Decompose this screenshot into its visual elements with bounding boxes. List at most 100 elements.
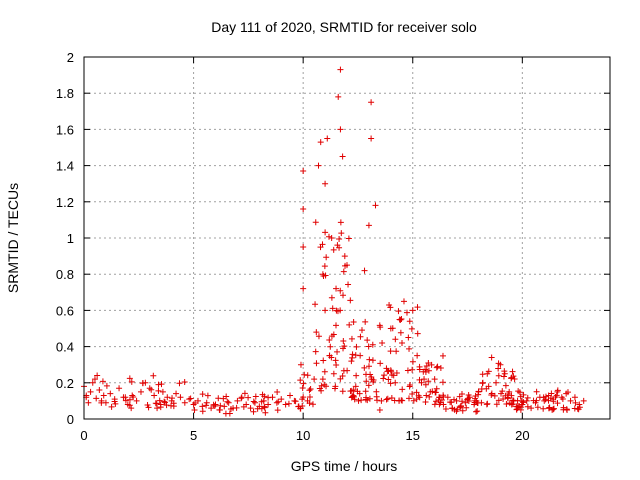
data-point xyxy=(96,387,103,394)
data-point xyxy=(358,397,365,404)
y-tick-label: 1.2 xyxy=(56,195,74,210)
data-point xyxy=(146,385,153,392)
data-point xyxy=(299,384,306,391)
data-point xyxy=(315,162,322,169)
data-point xyxy=(488,391,495,398)
data-point xyxy=(330,246,337,253)
data-point xyxy=(234,397,241,404)
data-point xyxy=(364,337,371,344)
data-point xyxy=(479,379,486,386)
data-point xyxy=(433,385,440,392)
data-point xyxy=(330,370,337,377)
data-point xyxy=(333,285,340,292)
data-point xyxy=(142,379,149,386)
data-point xyxy=(349,351,356,358)
data-point xyxy=(366,395,373,402)
data-point xyxy=(291,397,298,404)
data-point xyxy=(383,365,390,372)
data-point xyxy=(313,329,320,336)
data-point xyxy=(425,378,432,385)
data-point xyxy=(334,308,341,315)
data-point xyxy=(339,153,346,160)
data-point xyxy=(346,321,353,328)
data-point xyxy=(238,394,245,401)
data-point xyxy=(524,403,531,410)
data-point xyxy=(137,388,144,395)
y-tick-label: 2 xyxy=(67,50,74,65)
data-point xyxy=(564,406,571,413)
x-tick-label: 20 xyxy=(515,428,529,443)
data-point xyxy=(260,397,267,404)
data-point xyxy=(344,262,350,269)
data-point xyxy=(339,388,346,395)
data-point xyxy=(571,394,578,401)
data-point xyxy=(352,383,359,390)
data-point xyxy=(328,294,335,301)
data-point xyxy=(336,236,343,243)
data-point xyxy=(365,343,372,350)
data-point xyxy=(99,378,106,385)
data-point xyxy=(323,383,330,390)
data-point xyxy=(181,379,188,386)
data-point xyxy=(376,406,383,413)
data-point xyxy=(463,404,470,411)
data-point xyxy=(340,268,347,275)
data-point xyxy=(409,390,416,397)
data-point xyxy=(542,393,549,400)
data-point xyxy=(519,401,526,408)
data-point xyxy=(471,401,478,408)
y-tick-label: 1.4 xyxy=(56,159,74,174)
data-point xyxy=(337,219,344,226)
data-point xyxy=(265,401,272,408)
data-point xyxy=(495,397,502,404)
data-point xyxy=(444,394,451,401)
data-point xyxy=(326,336,333,343)
data-point xyxy=(554,400,561,407)
data-point xyxy=(297,361,304,368)
data-point xyxy=(124,401,131,408)
y-tick-label: 1.6 xyxy=(56,122,74,137)
data-point xyxy=(528,405,535,412)
data-point xyxy=(157,401,164,408)
data-point xyxy=(534,404,541,411)
data-point xyxy=(409,307,416,314)
data-point xyxy=(243,401,250,408)
data-points xyxy=(81,66,587,417)
data-point xyxy=(337,126,344,133)
data-point xyxy=(397,329,404,336)
data-point xyxy=(181,399,188,406)
data-point xyxy=(159,388,166,395)
data-point xyxy=(387,380,394,387)
data-point xyxy=(503,400,510,407)
data-point xyxy=(474,408,481,415)
data-point xyxy=(484,370,491,377)
data-point xyxy=(120,394,127,401)
data-point xyxy=(576,404,583,411)
data-point xyxy=(447,399,454,406)
x-tick-label: 15 xyxy=(406,428,420,443)
data-point xyxy=(312,301,319,308)
data-point xyxy=(421,376,428,383)
data-point xyxy=(353,372,360,379)
data-point xyxy=(282,401,289,408)
data-point xyxy=(150,372,157,379)
y-tick-label: 0.2 xyxy=(56,376,74,391)
data-point xyxy=(495,372,502,379)
data-point xyxy=(373,388,380,395)
data-point xyxy=(365,382,372,389)
data-point xyxy=(439,352,446,359)
data-point xyxy=(524,394,531,401)
data-point xyxy=(508,401,515,408)
data-point xyxy=(518,398,525,405)
data-point xyxy=(194,397,201,404)
data-point xyxy=(369,341,376,348)
data-point xyxy=(363,378,370,385)
data-point xyxy=(373,393,380,400)
data-point xyxy=(546,405,553,412)
data-point xyxy=(436,394,443,401)
data-point xyxy=(404,367,411,374)
data-point xyxy=(414,304,421,311)
data-point xyxy=(348,335,355,342)
data-point xyxy=(362,318,369,325)
